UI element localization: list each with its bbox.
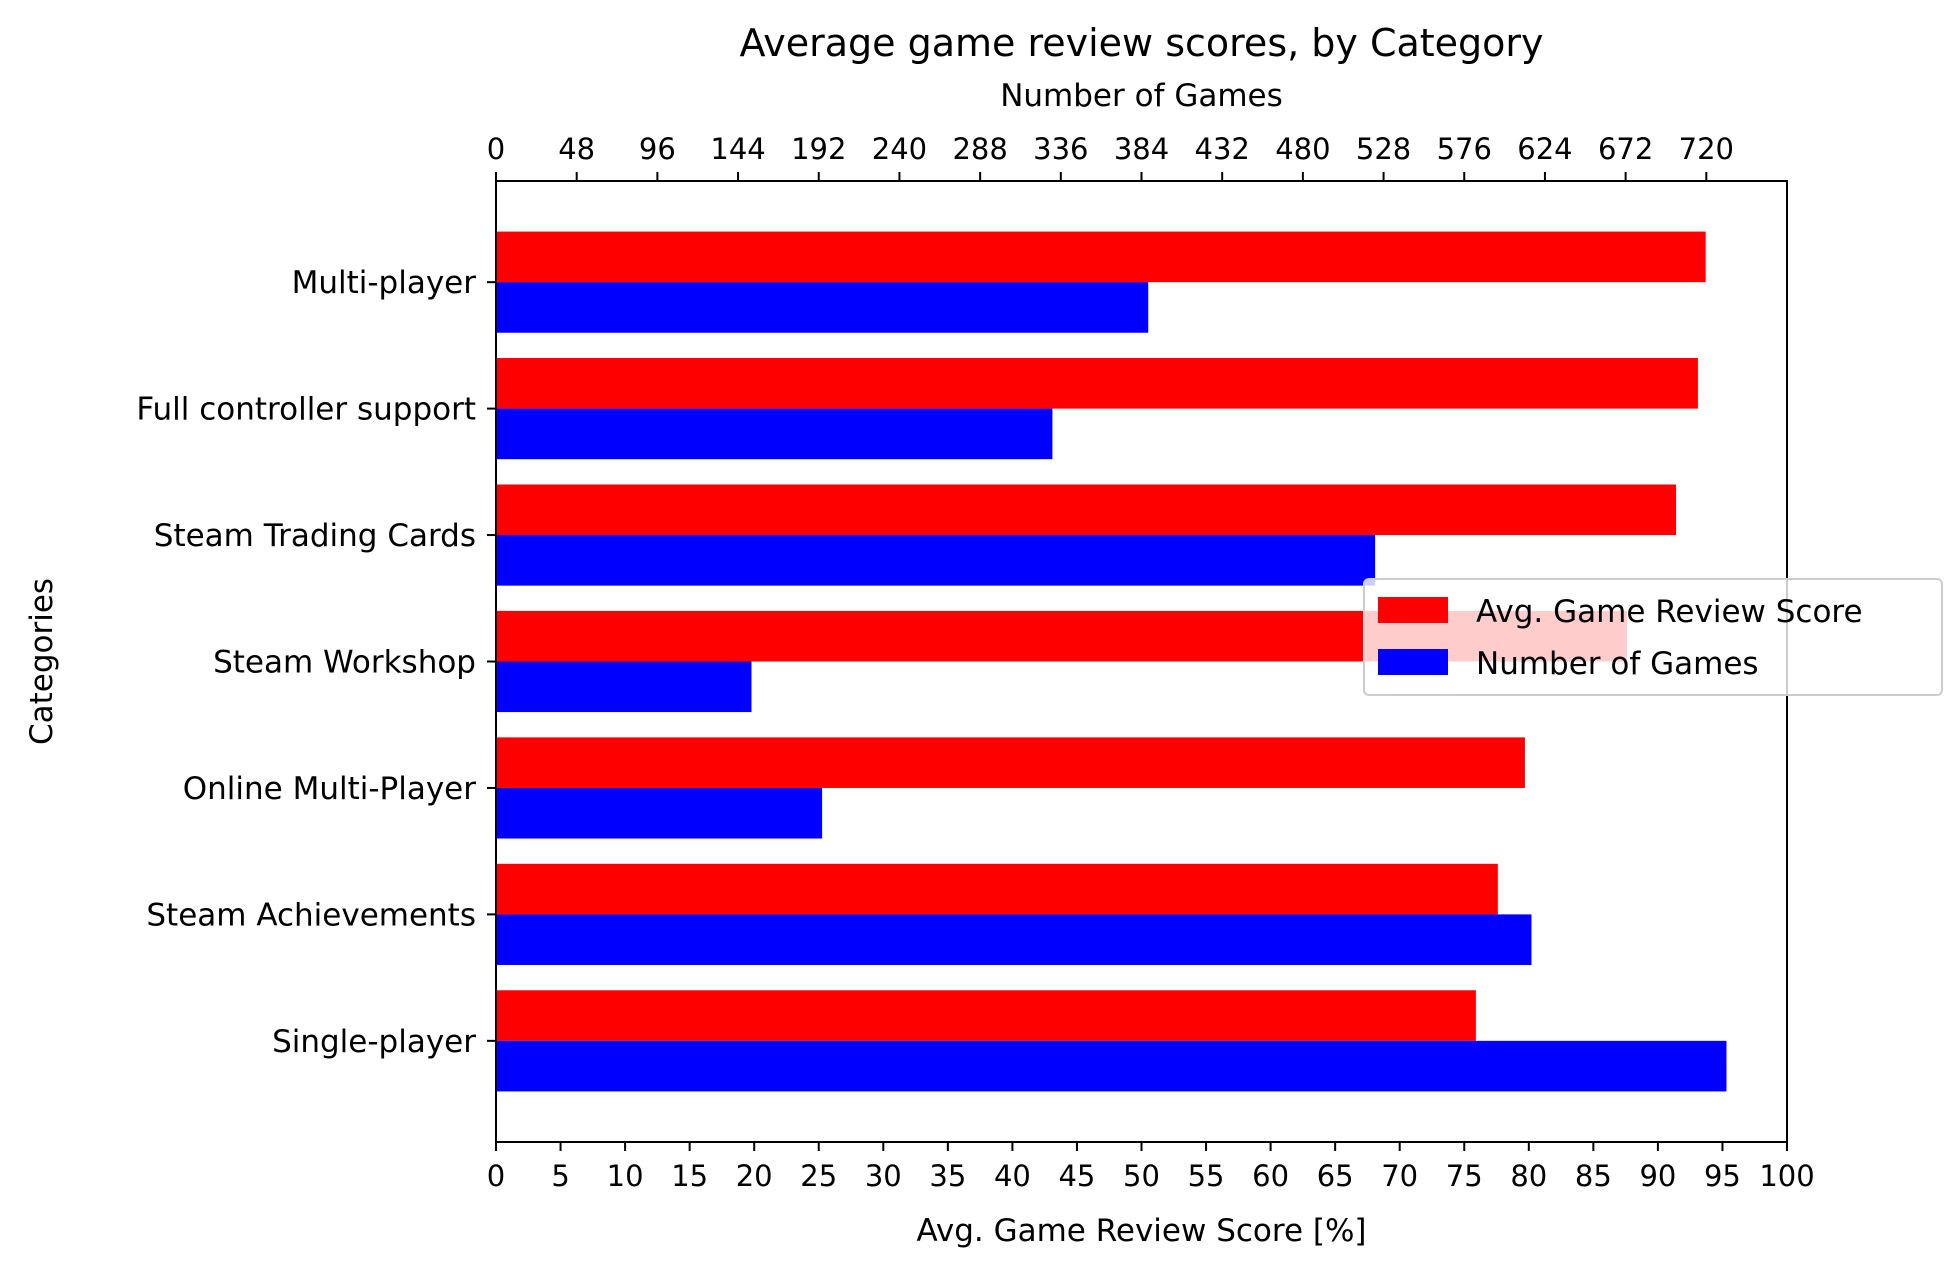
x-top-tick-label: 576 [1437, 132, 1492, 166]
category-label: Steam Achievements [146, 897, 476, 933]
x-bottom-tick-label: 35 [929, 1159, 966, 1193]
x-top-tick-label: 288 [952, 132, 1007, 166]
category-label: Multi-player [292, 265, 477, 301]
x-top-tick-label: 672 [1598, 132, 1653, 166]
category-label: Steam Trading Cards [154, 518, 476, 554]
x-top-tick-label: 96 [639, 132, 676, 166]
x-top-tick-label: 528 [1356, 132, 1411, 166]
x-bottom-tick-label: 100 [1759, 1159, 1814, 1193]
x-bottom-tick-label: 0 [487, 1159, 505, 1193]
y-axis-label: Categories [24, 578, 60, 745]
x-bottom-tick-label: 70 [1381, 1159, 1418, 1193]
chart-title: Average game review scores, by Category [739, 21, 1543, 65]
x-bottom-tick-label: 5 [551, 1159, 569, 1193]
x-bottom-tick-label: 30 [865, 1159, 902, 1193]
bar-avg-game-review-score-single-player [496, 990, 1476, 1041]
bar-number-of-games-steam-workshop [496, 661, 752, 713]
category-label: Single-player [272, 1024, 476, 1060]
bar-number-of-games-steam-achievements [496, 914, 1532, 965]
x-bottom-tick-label: 10 [607, 1159, 644, 1193]
bar-avg-game-review-score-steam-trading-cards [496, 484, 1676, 536]
x-bottom-tick-label: 90 [1639, 1159, 1676, 1193]
x-bottom-tick-label: 80 [1510, 1159, 1547, 1193]
x-bottom-tick-label: 75 [1446, 1159, 1483, 1193]
legend-swatch-avg-review-score [1378, 597, 1448, 623]
category-label: Steam Workshop [213, 645, 476, 681]
x-top-tick-label: 432 [1195, 132, 1250, 166]
x-bottom-tick-label: 15 [671, 1159, 708, 1193]
top-axis-label: Number of Games [1000, 78, 1283, 114]
legend: Avg. Game Review Score Number of Games [1363, 578, 1943, 696]
x-bottom-tick-label: 85 [1575, 1159, 1612, 1193]
x-top-tick-label: 0 [487, 132, 505, 166]
x-top-tick-label: 384 [1114, 132, 1169, 166]
bar-avg-game-review-score-steam-achievements [496, 863, 1498, 915]
x-top-tick-label: 720 [1679, 132, 1734, 166]
x-top-tick-label: 336 [1033, 132, 1088, 166]
x-top-tick-label: 240 [872, 132, 927, 166]
x-top-tick-label: 48 [558, 132, 595, 166]
bar-avg-game-review-score-multi-player [496, 231, 1706, 283]
bar-number-of-games-full-controller-support [496, 408, 1053, 460]
x-bottom-tick-label: 60 [1252, 1159, 1289, 1193]
legend-label-number-of-games: Number of Games [1476, 646, 1759, 682]
legend-box [1363, 578, 1943, 696]
bar-avg-game-review-score-full-controller-support [496, 358, 1698, 409]
x-bottom-tick-label: 40 [994, 1159, 1031, 1193]
ticks-layer: Multi-player Full controller support Steam… [136, 132, 1814, 1193]
x-top-tick-label: 144 [710, 132, 765, 166]
category-label: Online Multi-Player [183, 771, 477, 807]
bar-number-of-games-single-player [496, 1040, 1727, 1092]
bottom-axis-label: Avg. Game Review Score [%] [916, 1213, 1366, 1249]
bar-number-of-games-steam-trading-cards [496, 535, 1376, 586]
x-bottom-tick-label: 20 [736, 1159, 773, 1193]
bars-layer [496, 231, 1727, 1092]
x-top-tick-label: 192 [791, 132, 846, 166]
legend-label-avg-review-score: Avg. Game Review Score [1476, 594, 1863, 630]
x-bottom-tick-label: 50 [1123, 1159, 1160, 1193]
bar-number-of-games-multi-player [496, 282, 1149, 333]
x-bottom-tick-label: 95 [1704, 1159, 1741, 1193]
x-top-tick-label: 480 [1275, 132, 1330, 166]
legend-swatch-number-of-games [1378, 649, 1448, 675]
x-bottom-tick-label: 45 [1058, 1159, 1095, 1193]
bar-number-of-games-online-multi-player [496, 787, 823, 839]
x-bottom-tick-label: 55 [1188, 1159, 1225, 1193]
x-bottom-tick-label: 65 [1317, 1159, 1354, 1193]
category-label: Full controller support [136, 392, 476, 428]
x-bottom-tick-label: 25 [800, 1159, 837, 1193]
bar-avg-game-review-score-online-multi-player [496, 737, 1525, 788]
x-top-tick-label: 624 [1517, 132, 1572, 166]
